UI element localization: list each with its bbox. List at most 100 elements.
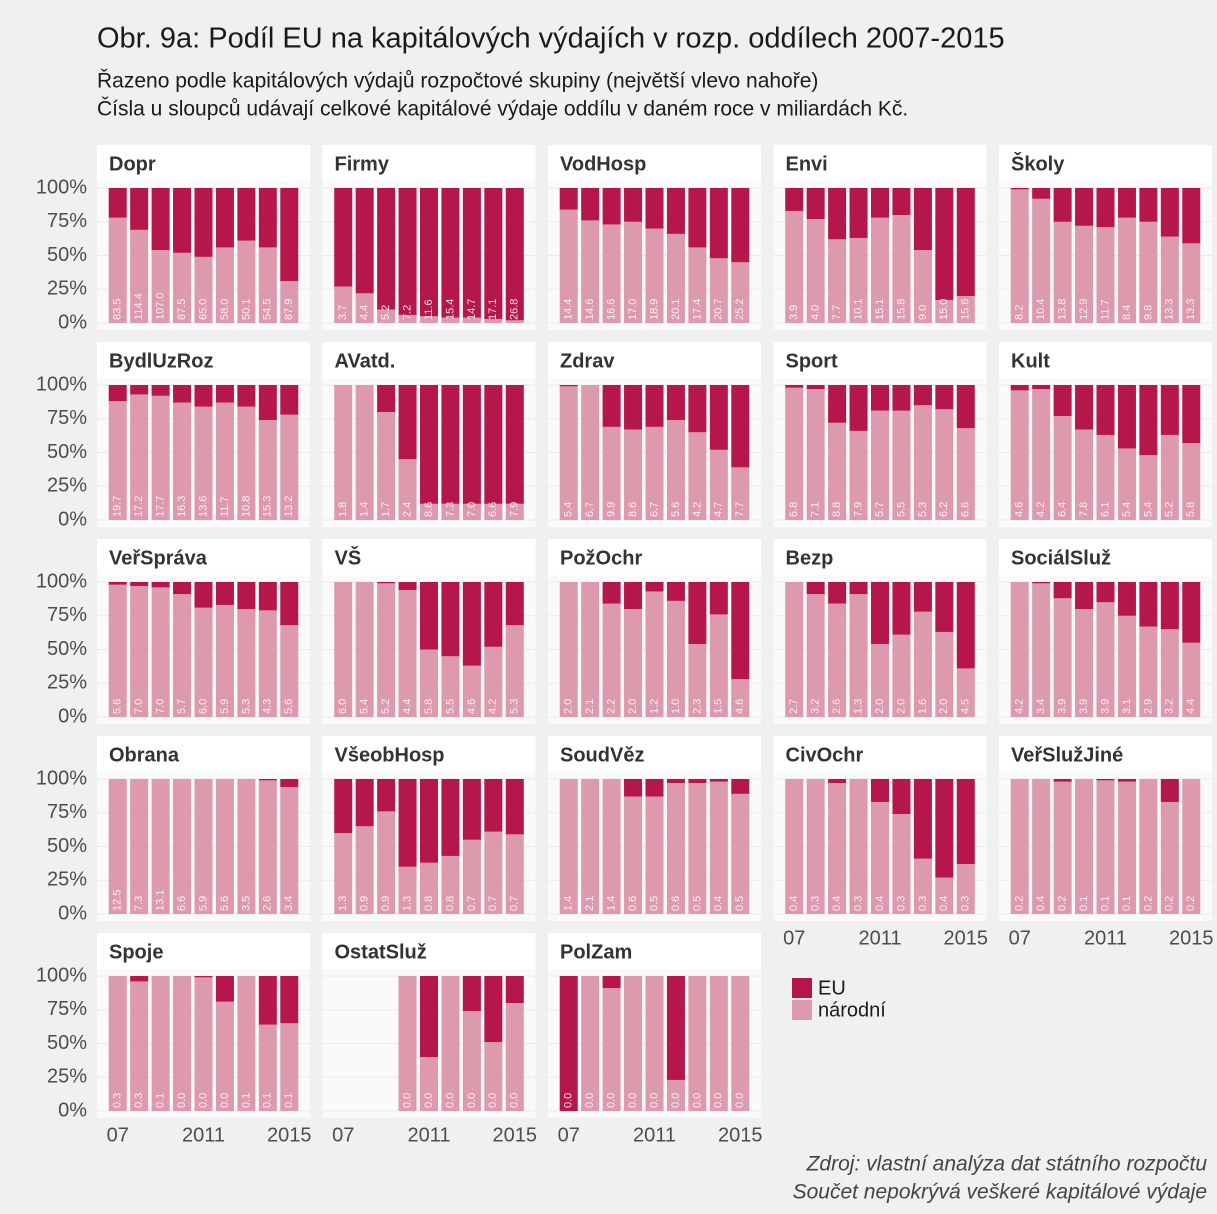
bar-segment <box>215 247 234 323</box>
value-label: 2.6 <box>831 699 843 714</box>
bar-segment <box>913 188 932 251</box>
bar-segment <box>1075 582 1094 609</box>
value-label: 17.1 <box>487 299 499 320</box>
bar-segment <box>731 679 750 717</box>
bar-segment <box>1032 389 1051 520</box>
bar-segment <box>624 221 643 323</box>
value-label: 12.5 <box>112 890 124 911</box>
value-label: 8.6 <box>627 502 639 517</box>
value-label: 9.9 <box>606 502 618 517</box>
bar-segment <box>1010 390 1029 520</box>
bar-segment <box>581 188 600 221</box>
bar-segment <box>280 976 299 1024</box>
bar-segment <box>355 385 374 520</box>
value-label: 7.3 <box>444 502 456 517</box>
bar-segment <box>645 582 664 592</box>
bar-segment <box>1096 582 1115 603</box>
value-label: 1.3 <box>337 896 349 911</box>
bar-segment <box>1117 582 1136 616</box>
bar-segment <box>419 862 439 914</box>
value-label: 11.7 <box>1099 299 1111 320</box>
value-label: 5.3 <box>917 502 929 517</box>
strip <box>548 145 761 181</box>
bar-segment <box>280 779 299 788</box>
bar-segment <box>602 188 621 225</box>
bar-segment <box>1075 188 1094 226</box>
value-label: 4.7 <box>713 502 725 517</box>
bar-segment <box>151 587 170 717</box>
value-label: 1.6 <box>917 699 929 714</box>
y-tick-label: 50% <box>47 638 87 660</box>
value-label: 2.1 <box>584 699 596 714</box>
bar-segment <box>441 188 460 318</box>
value-label: 5.9 <box>197 896 209 911</box>
bar-segment <box>398 385 417 460</box>
bar-segment <box>1053 385 1072 417</box>
y-tick-label: 25% <box>47 869 87 891</box>
bar-segment <box>484 646 503 717</box>
bar-segment <box>709 449 728 520</box>
x-tick-label: 07 <box>1009 927 1031 949</box>
value-label: 10.1 <box>852 299 864 320</box>
value-label: 0.6 <box>627 896 639 911</box>
value-label: 0.3 <box>133 1093 145 1108</box>
bar-segment <box>462 317 481 323</box>
bar-segment <box>688 783 707 914</box>
bar-segment <box>398 459 417 520</box>
bar-segment <box>108 188 127 218</box>
bar-segment <box>377 582 396 584</box>
bar-segment <box>151 188 170 251</box>
value-label: 2.3 <box>691 699 703 714</box>
bar-segment <box>1139 221 1158 323</box>
value-label: 2.1 <box>584 896 596 911</box>
value-label: 2.0 <box>563 699 575 714</box>
value-label: 2.7 <box>788 699 800 714</box>
value-label: 0.9 <box>380 896 392 911</box>
bar-segment <box>892 215 911 323</box>
value-label: 7.9 <box>852 502 864 517</box>
value-label: 1.5 <box>713 699 725 714</box>
value-label: 65.0 <box>197 299 209 320</box>
bar-segment <box>559 188 578 210</box>
bar-segment <box>151 395 170 520</box>
bar-segment <box>935 779 954 878</box>
bar-segment <box>731 188 750 263</box>
bar-segment <box>645 796 664 914</box>
value-label: 5.9 <box>219 699 231 714</box>
value-label: 6.6 <box>176 896 188 911</box>
subtitle: Řazeno podle kapitálových výdajů rozpočt… <box>97 70 818 93</box>
bar-segment <box>1182 385 1201 444</box>
value-label: 7.3 <box>133 896 145 911</box>
bar-segment <box>462 582 481 666</box>
bar-segment <box>1117 448 1136 520</box>
value-label: 0.2 <box>1164 896 1176 911</box>
bar-segment <box>828 779 847 784</box>
bar-segment <box>666 233 685 323</box>
facet-title: Kult <box>1011 350 1050 372</box>
bar-segment <box>849 188 868 238</box>
value-label: 1.4 <box>606 896 618 911</box>
value-label: 1.8 <box>337 502 349 517</box>
bar-segment <box>355 826 374 914</box>
bar-segment <box>870 582 890 645</box>
y-tick-label: 50% <box>47 244 87 266</box>
bar-segment <box>334 286 353 323</box>
bar-segment <box>334 779 353 833</box>
bar-segment <box>602 385 621 427</box>
bar-segment <box>194 976 213 978</box>
value-label: 0.0 <box>509 1093 521 1108</box>
bar-segment <box>334 833 353 914</box>
bar-segment <box>1117 781 1136 914</box>
bar-segment <box>666 582 685 601</box>
value-label: 2.0 <box>627 699 639 714</box>
strip <box>97 736 310 772</box>
value-label: 0.2 <box>1014 896 1026 911</box>
bar-segment <box>151 582 170 588</box>
bar-segment <box>709 781 728 914</box>
value-label: 0.0 <box>423 1093 435 1108</box>
bar-segment <box>870 410 890 520</box>
bar-segment <box>913 250 932 323</box>
bar-segment <box>258 779 277 781</box>
bar-segment <box>956 864 975 914</box>
bar-segment <box>215 779 234 914</box>
